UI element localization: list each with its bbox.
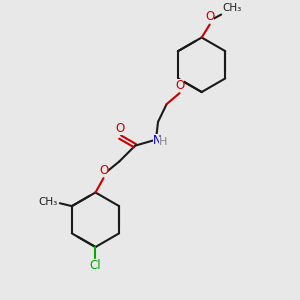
- Text: Cl: Cl: [90, 259, 101, 272]
- Text: N: N: [153, 134, 162, 147]
- Text: CH₃: CH₃: [222, 3, 242, 14]
- Text: O: O: [115, 122, 124, 135]
- Text: O: O: [99, 164, 108, 177]
- Text: O: O: [205, 11, 214, 23]
- Text: CH₃: CH₃: [39, 197, 58, 207]
- Text: H: H: [159, 137, 167, 147]
- Text: O: O: [175, 79, 184, 92]
